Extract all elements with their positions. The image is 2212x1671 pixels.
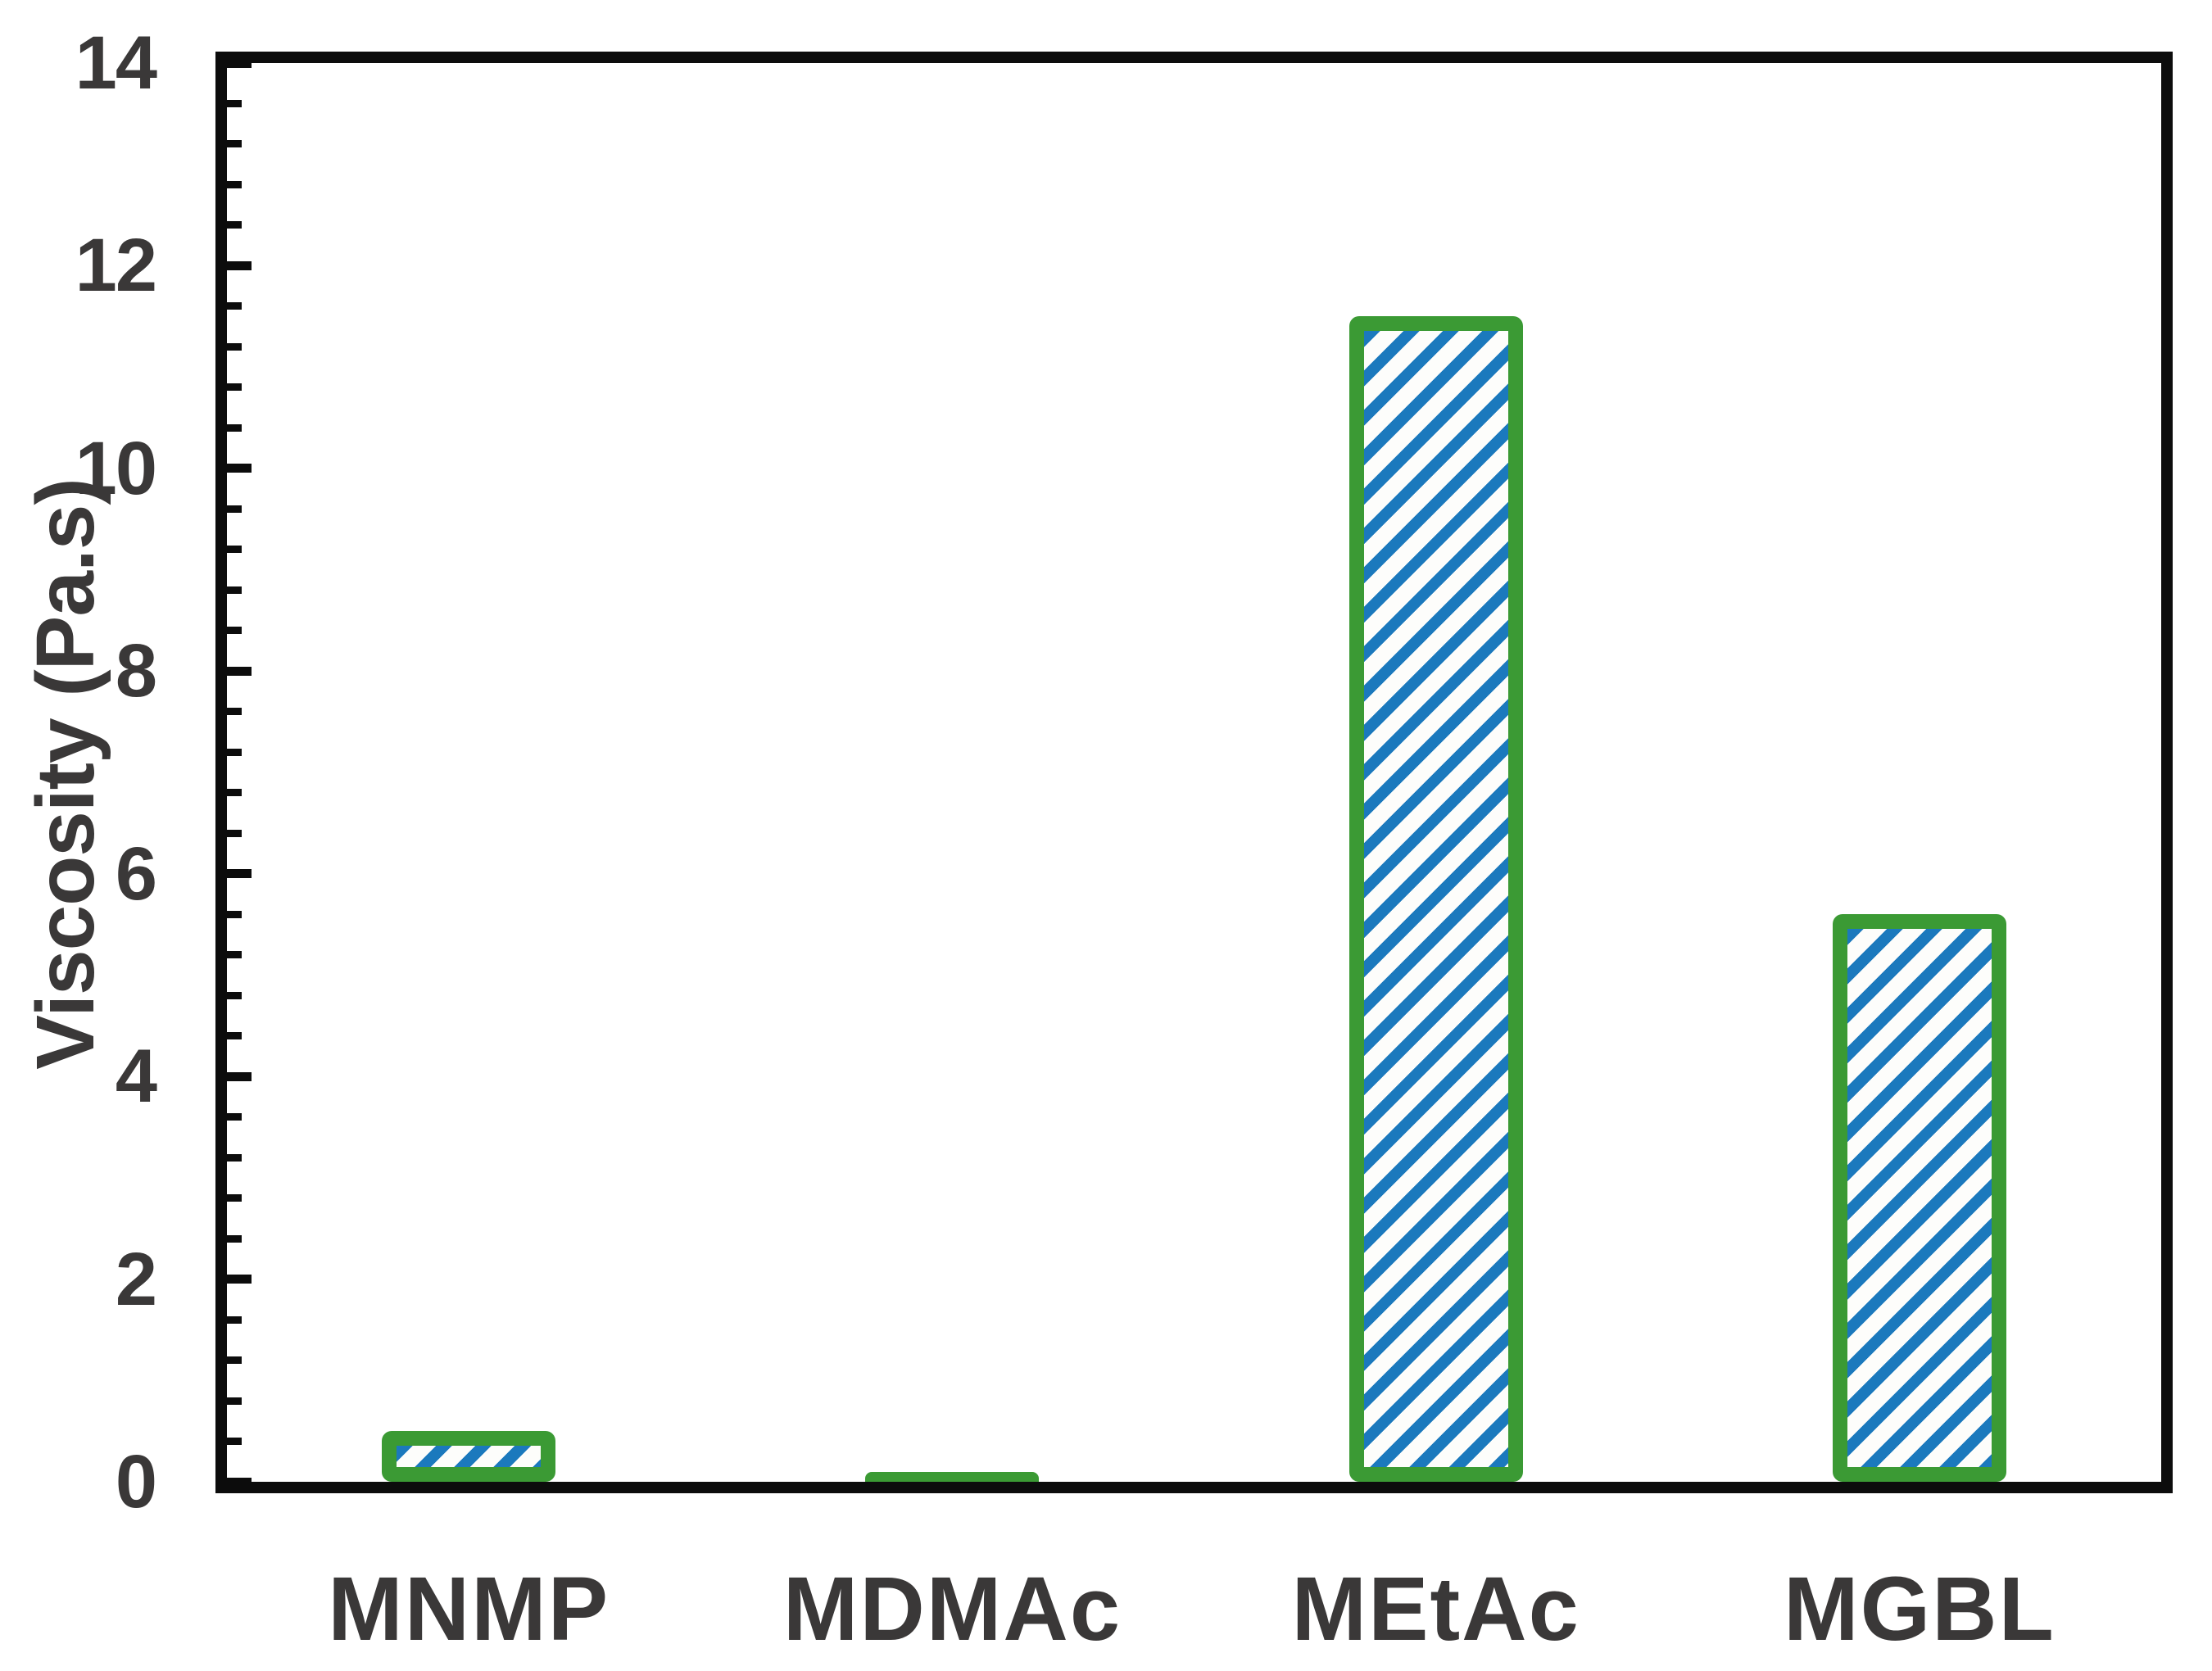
y-axis-minor-tick <box>227 1234 242 1243</box>
y-axis-major-tick <box>227 869 252 879</box>
y-axis-minor-tick <box>227 383 242 392</box>
y-axis-minor-tick <box>227 1153 242 1162</box>
y-tick-label-4: 4 <box>115 1035 157 1119</box>
y-tick-label-12: 12 <box>75 224 157 308</box>
y-tick-label-8: 8 <box>115 629 157 713</box>
y-axis-major-tick <box>227 1275 252 1284</box>
y-axis-minor-tick <box>227 180 242 188</box>
y-tick-label-0: 0 <box>115 1440 157 1524</box>
y-axis-minor-tick <box>227 423 242 432</box>
y-axis-major-tick <box>227 1477 252 1487</box>
y-axis-minor-tick <box>227 302 242 310</box>
y-axis-minor-tick <box>227 1397 242 1405</box>
y-axis-minor-tick <box>227 586 242 594</box>
y-tick-label-10: 10 <box>75 426 157 510</box>
x-category-label-MGBL: MGBL <box>1783 1559 2056 1660</box>
y-axis-major-tick <box>227 666 252 676</box>
y-tick-label-14: 14 <box>75 21 157 105</box>
bar-MDMAc <box>865 1471 1040 1482</box>
x-category-label-MDMAc: MDMAc <box>782 1559 1122 1660</box>
plot-area <box>215 52 2173 1493</box>
y-axis-minor-tick <box>227 951 242 959</box>
y-axis-minor-tick <box>227 748 242 756</box>
y-axis-minor-tick <box>227 342 242 351</box>
y-axis-minor-tick <box>227 221 242 229</box>
y-axis-minor-tick <box>227 829 242 837</box>
y-axis-minor-tick <box>227 1356 242 1365</box>
y-axis-minor-tick <box>227 991 242 999</box>
y-axis-minor-tick <box>227 1113 242 1121</box>
y-axis-minor-tick <box>227 910 242 918</box>
y-axis-major-tick <box>227 260 252 270</box>
y-axis-minor-tick <box>227 1194 242 1202</box>
y-axis-minor-tick <box>227 99 242 107</box>
y-axis-minor-tick <box>227 1032 242 1040</box>
x-category-label-MEtAc: MEtAc <box>1291 1559 1580 1660</box>
y-axis-major-tick <box>227 1071 252 1081</box>
bar-MNMP <box>382 1431 556 1482</box>
y-axis-minor-tick <box>227 789 242 797</box>
y-axis-minor-tick <box>227 140 242 148</box>
x-category-label-MNMP: MNMP <box>328 1559 610 1660</box>
bar-MGBL <box>1832 914 2006 1482</box>
y-axis-minor-tick <box>227 627 242 635</box>
y-tick-label-6: 6 <box>115 831 157 916</box>
y-axis-minor-tick <box>227 1438 242 1445</box>
y-axis-minor-tick <box>227 1316 242 1324</box>
y-axis-major-tick <box>227 464 252 473</box>
bar-MEtAc <box>1349 316 1523 1482</box>
y-axis-minor-tick <box>227 708 242 716</box>
y-axis-minor-tick <box>227 546 242 554</box>
y-axis-major-tick <box>227 58 252 68</box>
y-tick-label-2: 2 <box>115 1237 157 1321</box>
y-axis-minor-tick <box>227 505 242 513</box>
